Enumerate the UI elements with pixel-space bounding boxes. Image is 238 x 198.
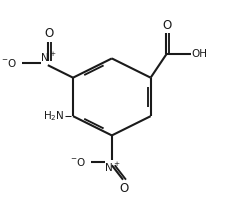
Text: H$_2$N: H$_2$N — [43, 109, 64, 123]
Text: O: O — [162, 19, 171, 32]
Text: O: O — [119, 182, 128, 195]
Text: OH: OH — [192, 49, 208, 59]
Text: $^{-}$O: $^{-}$O — [70, 156, 86, 168]
Text: N$^+$: N$^+$ — [104, 161, 120, 174]
Text: N$^+$: N$^+$ — [40, 51, 56, 64]
Text: $^{-}$O: $^{-}$O — [1, 57, 18, 69]
Text: O: O — [44, 27, 54, 40]
